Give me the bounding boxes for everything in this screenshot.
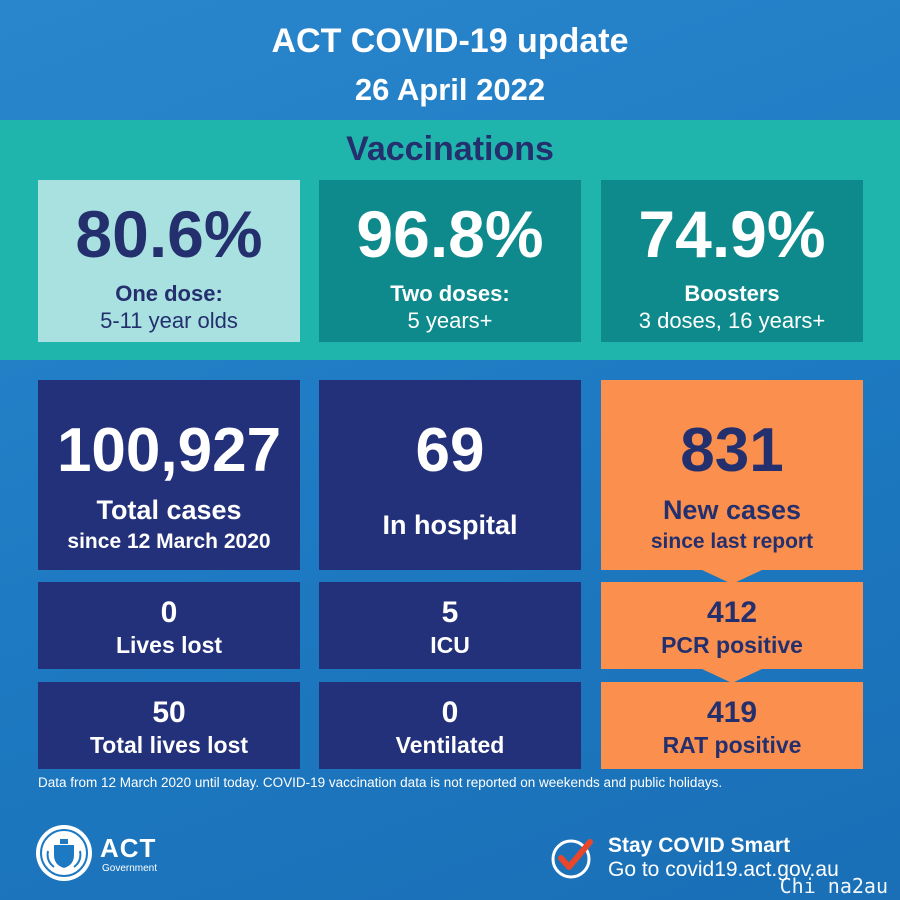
new-cases-value: 831 (680, 416, 784, 485)
watermark: Chi na2au (779, 874, 888, 898)
total-cases-label: Total cases (96, 495, 242, 525)
lives-lost-box: 0 Lives lost (38, 582, 300, 669)
total-cases-value: 100,927 (56, 416, 282, 485)
total-cases-box: 100,927 Total cases since 12 March 2020 (38, 380, 300, 570)
pcr-pointer (702, 669, 762, 683)
stay-covid-smart[interactable]: Stay COVID Smart Go to covid19.act.gov.a… (550, 830, 880, 890)
rat-positive-value: 419 (706, 696, 758, 729)
vaccination-sublabel: 5 years+ (407, 308, 493, 333)
page-title: ACT COVID-19 update (271, 22, 629, 60)
vaccination-value: 74.9% (638, 197, 826, 271)
act-government-logo[interactable]: ACT Government (36, 825, 176, 885)
new-cases-sublabel: since last report (650, 530, 814, 553)
vaccination-sublabel: 5-11 year olds (100, 308, 238, 333)
vaccination-box-two-doses: 96.8% Two doses: 5 years+ (319, 180, 581, 342)
in-hospital-box: 69 In hospital (319, 380, 581, 570)
new-cases-pointer (702, 570, 762, 584)
total-lives-lost-label: Total lives lost (89, 732, 249, 758)
vaccination-label: Two doses: (390, 281, 510, 306)
pcr-positive-box: 412 PCR positive (601, 582, 863, 669)
vaccination-box-one-dose: 80.6% One dose: 5-11 year olds (38, 180, 300, 342)
vaccinations-title: Vaccinations (346, 130, 554, 168)
footnote: Data from 12 March 2020 until today. COV… (38, 775, 723, 790)
new-cases-box: 831 New cases since last report (601, 380, 863, 570)
vaccination-value: 80.6% (75, 197, 263, 271)
header: ACT COVID-19 update 26 April 2022 (0, 0, 900, 120)
stay-covid-smart-heading: Stay COVID Smart (608, 834, 791, 857)
report-date: 26 April 2022 (354, 72, 546, 107)
ventilated-box: 0 Ventilated (319, 682, 581, 769)
total-lives-lost-box: 50 Total lives lost (38, 682, 300, 769)
vaccinations-section: Vaccinations 80.6% One dose: 5-11 year o… (0, 120, 900, 360)
icu-value: 5 (441, 596, 459, 629)
total-cases-sublabel: since 12 March 2020 (67, 530, 271, 553)
new-cases-label: New cases (662, 495, 802, 525)
check-icon (550, 834, 596, 880)
lives-lost-value: 0 (160, 596, 178, 629)
vaccination-sublabel: 3 doses, 16 years+ (638, 308, 826, 333)
vaccination-label: Boosters (684, 281, 780, 306)
icu-box: 5 ICU (319, 582, 581, 669)
vaccination-box-boosters: 74.9% Boosters 3 doses, 16 years+ (601, 180, 863, 342)
covid-website-link[interactable]: Go to covid19.act.gov.au (608, 858, 839, 881)
ventilated-label: Ventilated (395, 732, 505, 758)
vaccination-label: One dose: (115, 281, 223, 306)
act-crest-icon (36, 825, 92, 881)
act-logo-subtext: Government (102, 863, 158, 874)
act-logo-text: ACT (100, 833, 157, 863)
total-lives-lost-value: 50 (152, 696, 186, 729)
pcr-positive-value: 412 (706, 596, 758, 629)
rat-positive-label: RAT positive (662, 732, 802, 758)
lives-lost-label: Lives lost (115, 632, 223, 658)
pcr-positive-label: PCR positive (661, 632, 803, 658)
vaccination-value: 96.8% (356, 197, 544, 271)
icu-label: ICU (430, 632, 470, 658)
ventilated-value: 0 (441, 696, 459, 729)
rat-positive-box: 419 RAT positive (601, 682, 863, 769)
in-hospital-value: 69 (415, 416, 485, 485)
in-hospital-label: In hospital (382, 510, 518, 540)
